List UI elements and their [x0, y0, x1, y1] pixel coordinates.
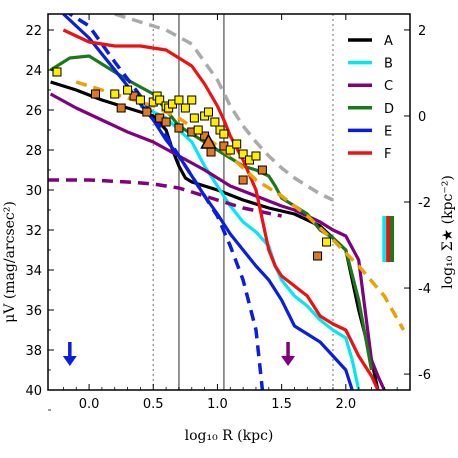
yellow-square-point-17 — [203, 107, 213, 117]
yellow-square-point-2 — [110, 89, 120, 99]
orange-square-point-2 — [116, 103, 126, 113]
legend-label-a: A — [384, 34, 393, 49]
yellow-square-point-11 — [174, 95, 184, 105]
down-arrow-head-1 — [62, 356, 77, 366]
series-line-e-dashed — [66, 14, 265, 390]
orange-square-point-12 — [238, 175, 248, 185]
y-axis-label-left: μV (mag/arcsec²) — [2, 201, 18, 323]
plot-area — [48, 14, 406, 390]
x-tick-label-1: 0.0 — [79, 397, 100, 412]
y-right-tick-label-5: -6 — [418, 368, 431, 383]
yellow-square-point-1 — [52, 67, 62, 77]
legend-label-e: E — [384, 124, 392, 139]
orange-square-point-14 — [313, 251, 323, 261]
y-left-tick-label-3: 26 — [25, 104, 42, 119]
series-line-ref-8-dashed — [114, 14, 334, 202]
yellow-square-point-26 — [322, 237, 332, 247]
yellow-square-point-14 — [189, 113, 199, 123]
y-left-tick-label-7: 34 — [25, 264, 42, 279]
yellow-square-point-18 — [210, 117, 220, 127]
orange-square-point-13 — [257, 165, 267, 175]
y-right-tick-label-4: -4 — [418, 282, 431, 297]
yellow-square-point-3 — [123, 85, 133, 95]
yellow-square-point-21 — [225, 145, 235, 155]
x-tick-label-5: 2.0 — [335, 397, 356, 412]
orange-square-point-4 — [142, 107, 152, 117]
y-left-tick-label-1: 22 — [25, 24, 42, 39]
x-axis-label: log₁₀ R (kpc) — [185, 428, 274, 444]
y-left-tick-label-10: 40 — [25, 384, 42, 399]
yellow-square-point-15 — [193, 125, 203, 135]
x-tick-label-3: 1.0 — [207, 397, 228, 412]
series-line-f — [62, 28, 380, 390]
y-left-tick-label-2: 24 — [25, 64, 42, 79]
series-line-c-dashed — [48, 178, 282, 218]
orange-square-point-10 — [206, 147, 216, 157]
yellow-square-point-23 — [238, 149, 248, 159]
y-left-tick-label-5: 30 — [25, 184, 42, 199]
orange-square-point-1 — [90, 89, 100, 99]
y-right-tick-label-1: 2 — [418, 24, 426, 39]
legend-label-c: C — [384, 79, 393, 94]
yellow-square-point-22 — [232, 139, 242, 149]
triangle-marker — [200, 133, 217, 149]
y-right-tick-label-2: 0 — [418, 110, 426, 125]
y-left-tick-label-9: 38 — [25, 344, 42, 359]
legend-label-d: D — [384, 102, 394, 117]
x-tick-label-2: 0.5 — [143, 397, 164, 412]
orange-square-point-7 — [174, 123, 184, 133]
yellow-square-point-20 — [219, 129, 229, 139]
yellow-square-point-4 — [135, 95, 145, 105]
yellow-square-point-13 — [187, 95, 197, 105]
y-left-tick-label-8: 36 — [25, 304, 42, 319]
y-left-tick-label-4: 28 — [25, 144, 42, 159]
y-right-tick-label-3: -2 — [418, 196, 431, 211]
y-left-tick-label-6: 32 — [25, 224, 42, 239]
legend-label-f: F — [384, 147, 391, 162]
axes: 0.0 0.5 1.0 1.5 2.0 22 24 26 28 30 32 34 36 38 40 2 0 -2 -… — [25, 14, 431, 412]
yellow-square-point-7 — [155, 95, 165, 105]
x-tick-label-4: 1.5 — [271, 397, 292, 412]
legend-label-b: B — [384, 57, 393, 72]
yellow-square-point-12 — [180, 103, 190, 113]
y-axis-label-right: log₁₀ Σ★ (kpc⁻²) — [440, 175, 456, 289]
yellow-square-point-25 — [251, 151, 261, 161]
series-line-c — [49, 92, 386, 390]
orange-square-point-6 — [161, 117, 171, 127]
down-arrow-head-2 — [281, 356, 296, 366]
